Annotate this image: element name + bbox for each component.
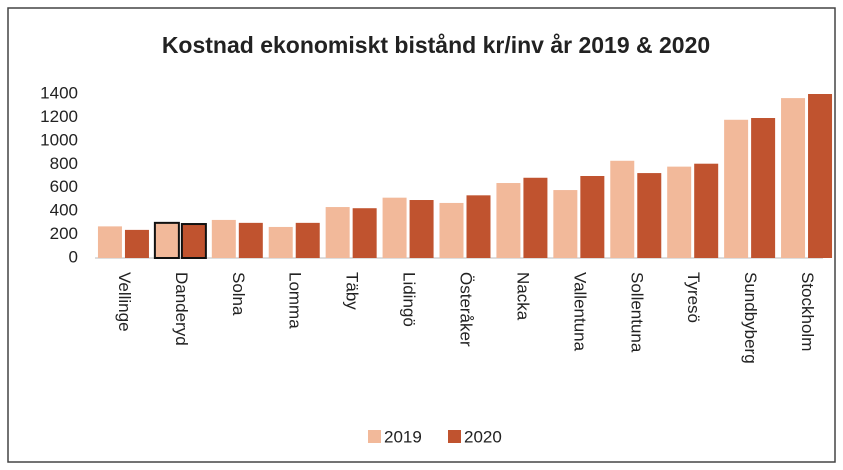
y-tick-label: 600 — [50, 177, 78, 196]
bar — [610, 160, 635, 258]
legend-label: 2020 — [464, 427, 502, 446]
x-tick-label: Danderyd — [172, 272, 191, 346]
bar — [124, 229, 149, 258]
bar — [523, 177, 548, 258]
bar — [295, 222, 320, 258]
bar — [153, 221, 180, 260]
bar — [496, 183, 521, 258]
bar — [180, 223, 207, 259]
x-tick-label: Tyresö — [684, 272, 703, 323]
bar — [553, 190, 578, 258]
y-tick-label: 800 — [50, 154, 78, 173]
x-tick-label: Vallentuna — [570, 272, 589, 352]
x-tick-label: Österåker — [457, 272, 476, 347]
bar — [808, 94, 833, 258]
y-tick-label: 1400 — [40, 83, 78, 102]
x-tick-label: Sollentuna — [627, 272, 646, 353]
bar — [667, 166, 692, 258]
x-tick-label: Lomma — [286, 272, 305, 329]
bar — [268, 226, 293, 258]
legend-swatch — [448, 430, 461, 443]
bar — [409, 200, 434, 258]
bar — [724, 119, 749, 259]
bar — [466, 195, 491, 258]
x-tick-label: Sundbyberg — [741, 272, 760, 364]
bar — [781, 98, 806, 258]
bar — [382, 197, 407, 258]
y-tick-label: 1000 — [40, 130, 78, 149]
bar — [211, 219, 236, 258]
legend-swatch — [368, 430, 381, 443]
bar — [694, 163, 719, 258]
legend-label: 2019 — [384, 427, 422, 446]
y-tick-label: 1200 — [40, 107, 78, 126]
bar — [238, 222, 263, 258]
bar — [637, 173, 662, 258]
x-tick-label: Täby — [343, 272, 362, 310]
y-tick-label: 400 — [50, 201, 78, 220]
bar — [352, 208, 377, 258]
bar — [325, 207, 350, 258]
y-tick-label: 200 — [50, 224, 78, 243]
x-tick-label: Nacka — [513, 272, 532, 321]
bar — [97, 226, 122, 258]
y-tick-label: 0 — [69, 247, 78, 266]
chart-title: Kostnad ekonomiskt bistånd kr/inv år 201… — [162, 32, 710, 58]
bar — [580, 176, 605, 258]
x-tick-label: Solna — [229, 272, 248, 316]
x-tick-label: Lidingö — [400, 272, 419, 327]
x-tick-label: Vellinge — [115, 272, 134, 332]
x-tick-label: Stockholm — [798, 272, 817, 351]
bar — [751, 118, 776, 258]
bar — [439, 202, 464, 258]
